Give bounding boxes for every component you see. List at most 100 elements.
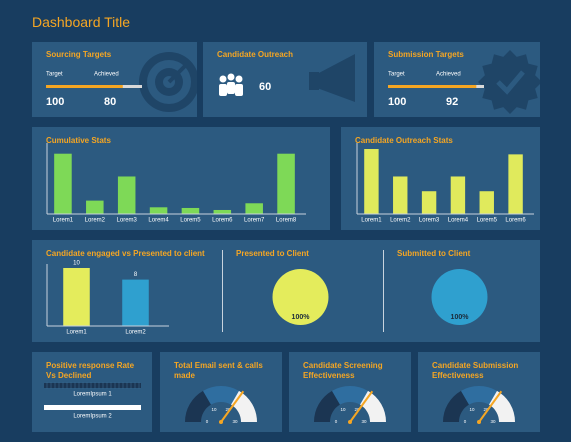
chart-canvas: 0 10 20 30 (185, 386, 257, 424)
chart-panel: 0 10 20 30 Candidate Screening Effectiveness (289, 352, 411, 432)
chart-canvas: 100% (431, 269, 488, 325)
chart-title: Presented to Client (236, 249, 309, 258)
chart-title: Candidate engaged vs Presented to client (46, 249, 205, 258)
icon-person (235, 75, 243, 83)
chart-panel: 0 10 20 30 Candidate Submission Effectivenes… (418, 352, 540, 432)
kpi-card: Sourcing Targets Target Achieved 100 80 (32, 42, 197, 117)
x-tick-label: Lorem5 (180, 218, 201, 224)
bar (508, 154, 523, 214)
x-tick-label: Lorem2 (390, 218, 411, 224)
gauge-needle (349, 390, 374, 423)
gauge-tick-label: 20 (483, 407, 489, 412)
icon-badge (478, 50, 540, 114)
dashboard-title: Dashboard Title (32, 14, 131, 30)
bar (117, 176, 136, 214)
data-label: 10 (73, 261, 80, 267)
bar (245, 203, 263, 214)
bar (63, 268, 90, 326)
x-tick-label: Lorem6 (505, 218, 526, 224)
bar (450, 176, 466, 214)
chart-canvas: 0 10 20 30 (314, 386, 386, 424)
x-tick-label: Lorem1 (53, 218, 74, 224)
bar (393, 176, 408, 214)
chart-canvas: Lorem1 Lorem2 Lorem3 Lorem4 Lorem5 Lorem6 Lore… (46, 143, 306, 224)
kpi-label: Target (388, 72, 405, 78)
x-tick-label: Lorem4 (148, 218, 169, 224)
chart-canvas: Sourcing Targets Target Achieved 100 80 (46, 50, 197, 112)
icon-check (496, 70, 525, 95)
x-tick-label: Lorem7 (244, 218, 265, 224)
pie-slice (431, 269, 488, 325)
icon-person (227, 82, 235, 94)
kpi-value: 100 (46, 96, 64, 108)
gauge-tick-label: 30 (361, 419, 367, 424)
x-tick-label: Lorem3 (419, 218, 440, 224)
icon-arrow (167, 60, 191, 84)
chart-title: Cumulative Stats (46, 136, 111, 145)
chart-canvas: Lorem1 10 Lorem2 8 (46, 261, 169, 336)
kpi-label: Achieved (436, 72, 461, 78)
bar (44, 383, 141, 388)
bar (86, 200, 104, 214)
bar (277, 153, 295, 214)
x-tick-label: Lorem6 (212, 218, 233, 224)
x-tick-label: Lorem2 (85, 218, 106, 224)
x-tick-label: Lorem8 (276, 218, 297, 224)
data-label: 100% (451, 314, 470, 321)
chart-title: Candidate Outreach Stats (355, 136, 453, 145)
kpi-value: 100 (388, 96, 406, 108)
y-tick-label: LoremIpsum 2 (73, 414, 112, 420)
progress-bar (46, 85, 123, 88)
gauge-tick-label: 0 (206, 419, 209, 424)
chart-panel: 100% Presented to Client (222, 240, 383, 342)
data-label: 8 (134, 272, 138, 278)
x-tick-label: Lorem1 (66, 330, 87, 336)
chart-title: Submitted to Client (397, 249, 471, 258)
x-tick-label: Lorem5 (477, 218, 498, 224)
bar (213, 209, 232, 214)
bar (122, 279, 149, 326)
kpi-card: Submission Targets Target Achieved 100 92 (374, 42, 540, 117)
y-tick-label: LoremIpsum 1 (73, 392, 112, 398)
gauge-tick-label: 10 (211, 407, 217, 412)
icon-megaphone (309, 72, 319, 90)
pie-slice (272, 269, 329, 325)
chart-panel: 100% Submitted to Client (383, 240, 540, 342)
icon-person (227, 73, 235, 81)
bar (479, 191, 494, 214)
kpi-value: 60 (259, 81, 271, 93)
kpi-title: Submission Targets (388, 50, 464, 59)
progress-bar (388, 85, 477, 88)
bar (364, 149, 379, 214)
x-tick-label: Lorem3 (117, 218, 138, 224)
kpi-card: Candidate Outreach 60 (203, 42, 367, 117)
gauge-band (443, 390, 469, 422)
kpi-label: Target (46, 72, 63, 78)
kpi-label: Achieved (94, 72, 119, 78)
x-tick-label: Lorem4 (448, 218, 469, 224)
chart-canvas: 0 10 20 30 (443, 386, 515, 424)
kpi-title: Candidate Outreach (217, 50, 293, 59)
chart-title: Total Email sent & calls made (174, 361, 263, 380)
kpi-value: 92 (446, 96, 458, 108)
chart-canvas: Lorem1 Lorem2 Lorem3 Lorem4 Lorem5 Lorem6 (356, 143, 534, 224)
bar (44, 405, 141, 410)
bar (421, 191, 437, 214)
bar (149, 207, 168, 214)
gauge-tick-label: 0 (464, 419, 467, 424)
chart-canvas: 100% (272, 269, 329, 325)
gauge-band (461, 386, 497, 405)
chart-panel: Lorem1 Lorem2 Lorem3 Lorem4 Lorem5 Lorem6 Lore… (32, 127, 330, 230)
gauge-tick-label: 20 (354, 407, 360, 412)
chart-panel: Lorem1 10 Lorem2 8 Candidate engaged vs Pres… (32, 240, 222, 342)
x-tick-label: Lorem1 (361, 218, 382, 224)
gauge-needle (220, 390, 245, 423)
gauge-band (332, 386, 368, 405)
chart-title: Candidate Submission Effectiveness (432, 361, 519, 380)
icon-person (219, 75, 227, 83)
gauge-band (185, 390, 211, 422)
gauge-band (314, 390, 340, 422)
icon-person (219, 84, 227, 96)
chart-title: Candidate Screening Effectiveness (303, 361, 383, 380)
